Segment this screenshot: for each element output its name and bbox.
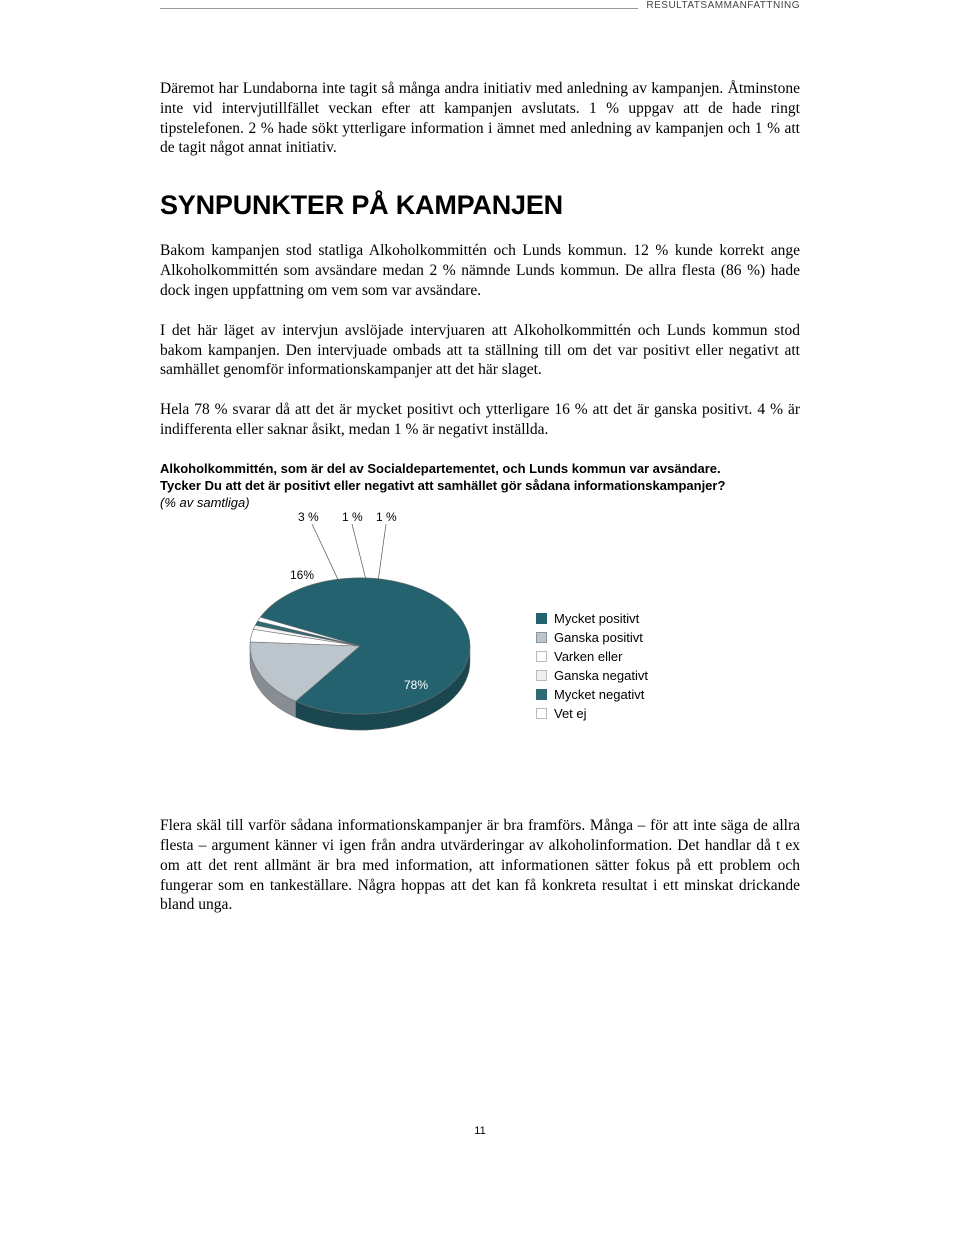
pie-label-1a: 1 % [342,510,363,524]
legend-item: Mycket negativt [536,687,648,702]
paragraph-2: Bakom kampanjen stod statliga Alkoholkom… [160,241,800,300]
header-rule: RESULTATSAMMANFATTNING [160,8,800,9]
legend-swatch [536,651,547,662]
legend-item: Varken eller [536,649,648,664]
pie-svg [160,516,500,776]
legend-swatch [536,670,547,681]
legend-swatch [536,613,547,624]
legend-item: Ganska negativt [536,668,648,683]
legend-label: Mycket negativt [554,687,644,702]
pie-chart: 3 % 1 % 1 % 16% 78% [160,516,500,776]
legend-label: Ganska positivt [554,630,643,645]
pie-label-78: 78% [404,678,428,692]
paragraph-1: Däremot har Lundaborna inte tagit så mån… [160,79,800,158]
chart-title-line2: Tycker Du att det är positivt eller nega… [160,477,800,495]
chart-title-line1: Alkoholkommittén, som är del av Socialde… [160,460,800,478]
pie-label-3: 3 % [298,510,319,524]
chart-subtitle: (% av samtliga) [160,495,800,510]
page-content: Däremot har Lundaborna inte tagit så mån… [160,79,800,1137]
paragraph-3: I det här läget av intervjun avslöjade i… [160,321,800,380]
legend-swatch [536,708,547,719]
paragraph-5: Flera skäl till varför sådana informatio… [160,816,800,915]
legend-swatch [536,632,547,643]
legend-label: Varken eller [554,649,622,664]
legend-label: Ganska negativt [554,668,648,683]
pie-label-1b: 1 % [376,510,397,524]
legend-label: Vet ej [554,706,587,721]
legend-label: Mycket positivt [554,611,639,626]
section-heading: SYNPUNKTER PÅ KAMPANJEN [160,190,800,221]
legend-item: Mycket positivt [536,611,648,626]
page-number: 11 [160,1125,800,1137]
pie-chart-region: 3 % 1 % 1 % 16% 78% Mycket positivt Gans… [160,516,800,776]
legend-item: Vet ej [536,706,648,721]
header-section-label: RESULTATSAMMANFATTNING [638,0,800,11]
pie-label-16: 16% [290,568,314,582]
paragraph-4: Hela 78 % svarar då att det är mycket po… [160,400,800,440]
legend-swatch [536,689,547,700]
legend-item: Ganska positivt [536,630,648,645]
pie-legend: Mycket positivt Ganska positivt Varken e… [536,607,648,725]
